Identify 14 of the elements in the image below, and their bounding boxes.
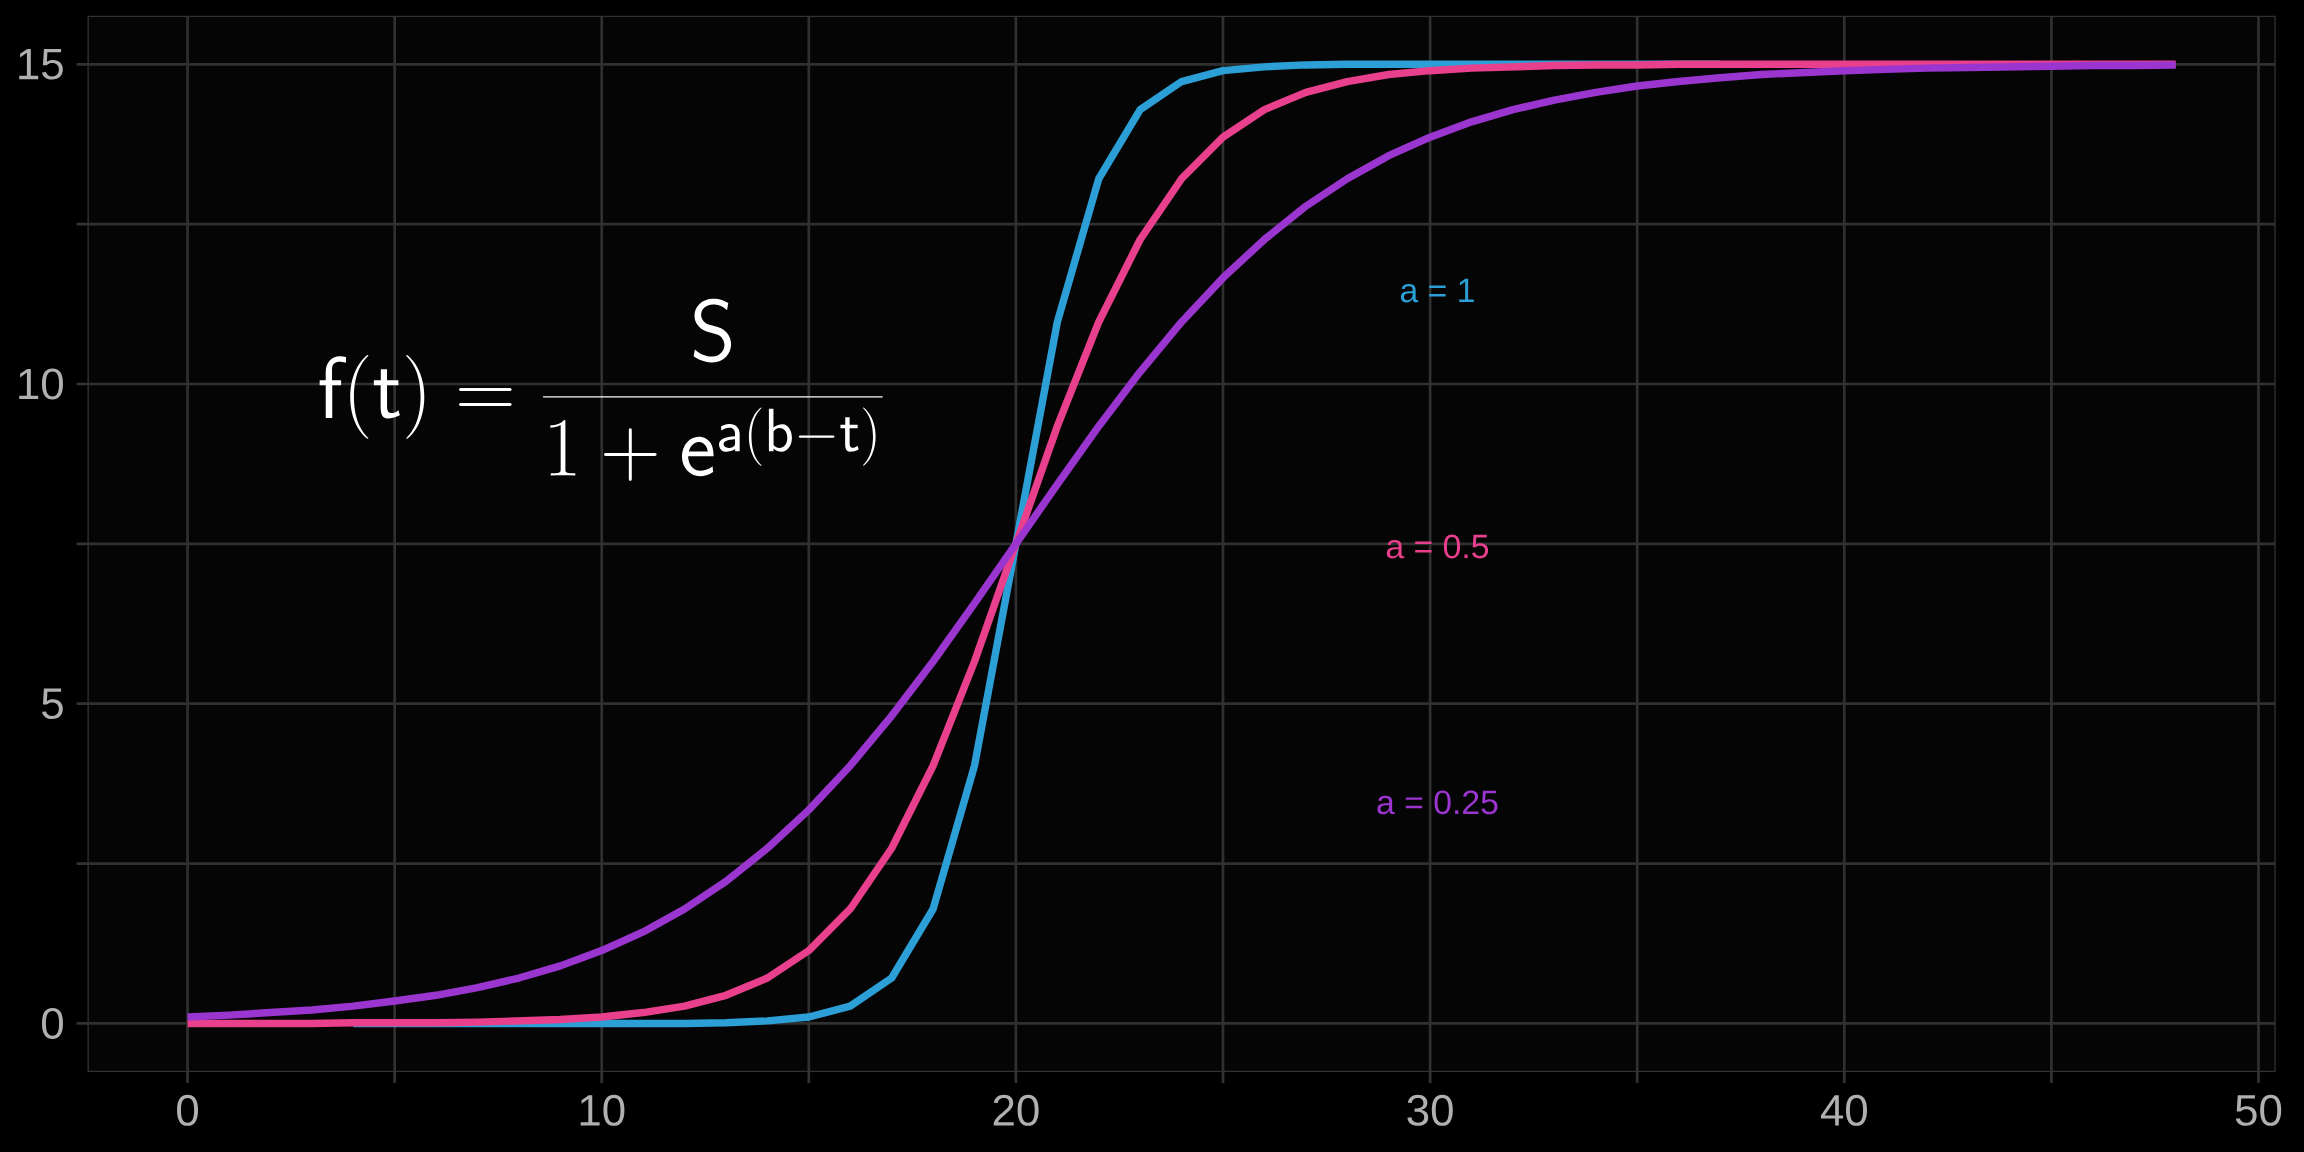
y-tick-label: 5 (42, 688, 63, 719)
x-tick-label: 30 (1407, 1094, 1453, 1126)
x-tick-label: 40 (1820, 1094, 1867, 1126)
annotation: $\mathsf{f}(\mathsf{t}) = \frac{\mathsf{S}}{1 + \mathsf{e}^{\mathsf{a}(\mathsf{b}-\mathsf{t})}}$ (319, 298, 883, 481)
text: a = 0.25 (1377, 790, 1498, 815)
y-tick-label: 0 (41, 1007, 63, 1039)
x-tick-label: 50 (2235, 1094, 2282, 1126)
x-tick-label: 10 (580, 1094, 625, 1126)
y-tick-label: 15 (19, 48, 63, 80)
text: a = 1 (1400, 278, 1474, 303)
x-tick-label: 20 (993, 1094, 1039, 1126)
text: a = 0.5 (1386, 534, 1489, 559)
x-tick-label: 0 (177, 1094, 199, 1126)
y-tick-label: 10 (19, 368, 63, 400)
